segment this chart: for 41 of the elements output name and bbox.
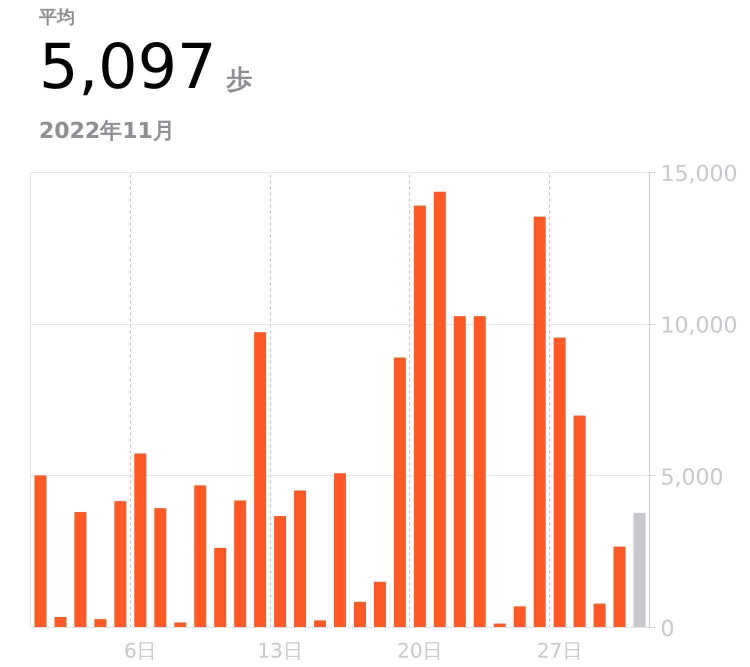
bar bbox=[114, 501, 126, 628]
y-tick-label: 10,000 bbox=[660, 314, 738, 339]
y-tick-label: 15,000 bbox=[660, 162, 738, 187]
bar bbox=[314, 620, 326, 628]
chart-subtitle: 2022年11月 bbox=[39, 118, 176, 146]
bar bbox=[234, 500, 246, 628]
bar bbox=[334, 473, 346, 628]
text: 平均 bbox=[39, 6, 76, 30]
bar bbox=[454, 316, 466, 628]
bar bbox=[534, 216, 546, 628]
x-tick-label: 27日 bbox=[536, 638, 582, 662]
bar bbox=[54, 616, 66, 628]
bar bbox=[134, 453, 146, 628]
y-tick-label: 5,000 bbox=[660, 465, 724, 490]
bar bbox=[414, 206, 426, 628]
bar bbox=[34, 475, 46, 628]
bar bbox=[634, 512, 646, 628]
x-tick-label: 20日 bbox=[397, 638, 443, 662]
bar bbox=[434, 192, 446, 628]
x-tick-label: 6日 bbox=[124, 638, 157, 662]
bar bbox=[514, 606, 526, 628]
bar bbox=[354, 602, 366, 628]
y-tick-label: 0 bbox=[660, 617, 674, 642]
text: 歩 bbox=[226, 64, 252, 95]
bar bbox=[474, 316, 486, 628]
x-tick-label: 13日 bbox=[257, 638, 303, 662]
bar bbox=[294, 490, 306, 628]
bar bbox=[254, 332, 266, 628]
chart-title: 5,097 bbox=[39, 30, 216, 103]
bar bbox=[394, 358, 406, 628]
bar bbox=[194, 485, 206, 628]
bar bbox=[74, 512, 86, 628]
bar bbox=[374, 582, 386, 628]
bar bbox=[574, 416, 586, 628]
bar bbox=[554, 338, 566, 628]
bar bbox=[614, 546, 626, 628]
bar bbox=[154, 508, 166, 628]
bar bbox=[214, 548, 226, 628]
bar bbox=[94, 619, 106, 628]
bar bbox=[594, 604, 606, 628]
bar bbox=[274, 516, 286, 628]
